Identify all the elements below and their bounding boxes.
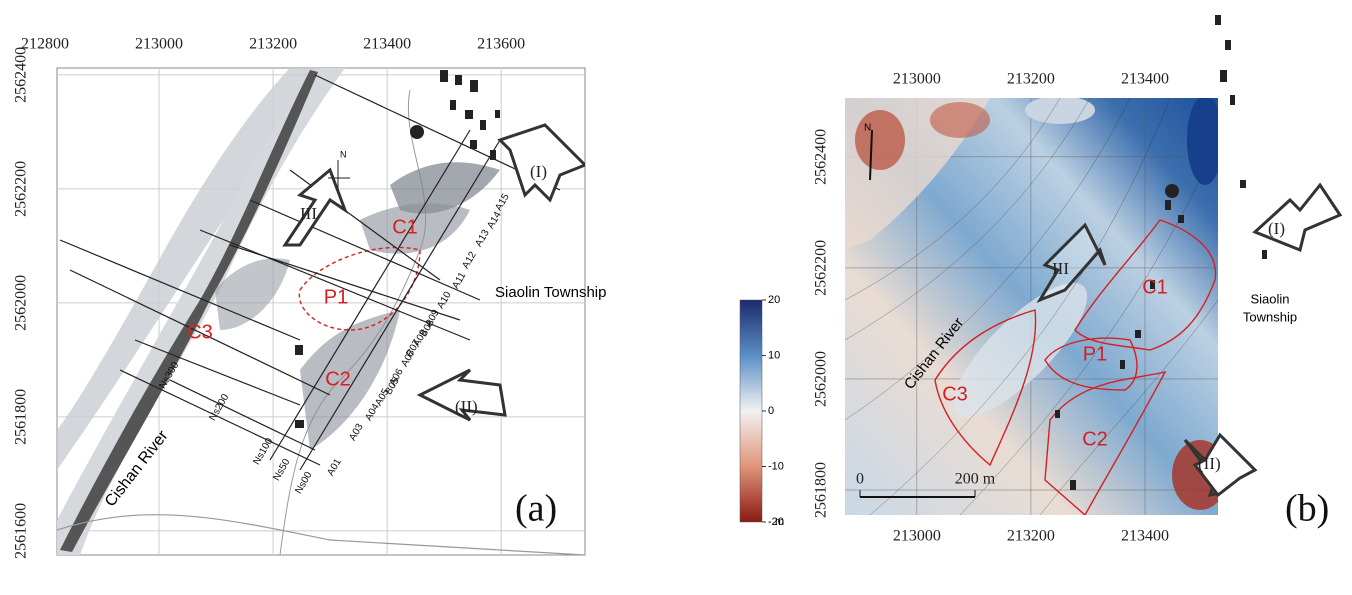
place-label: Siaolin Township xyxy=(495,284,606,301)
y-tick-label: 2562400 xyxy=(13,47,30,103)
y-tick-label: 2561800 xyxy=(813,462,830,518)
colorbar-tick-label: 20 xyxy=(768,294,780,306)
panel-a: (I) (II) III N C1 C2 C3 P1 Siaolin Towns… xyxy=(56,67,606,556)
x-tick-label: 213200 xyxy=(1007,528,1055,545)
panel-label: (a) xyxy=(515,488,557,530)
y-tick-label: 2562200 xyxy=(813,240,830,296)
map-a xyxy=(57,68,585,555)
x-tick-label: 213400 xyxy=(1121,71,1169,88)
x-tick-label: 213400 xyxy=(1121,528,1169,545)
y-tick-label: 2562200 xyxy=(13,161,30,217)
arrow-label: (II) xyxy=(1198,454,1221,473)
arrow-label: III xyxy=(1052,259,1069,278)
place-label: Township xyxy=(1243,309,1297,324)
x-tick-label: 212800 xyxy=(21,36,69,53)
panel-label: (b) xyxy=(1285,488,1329,530)
map-b xyxy=(845,98,1218,515)
north-label: N xyxy=(340,149,347,159)
arrow-label: (I) xyxy=(1268,219,1285,238)
zone-label: C1 xyxy=(1142,276,1168,298)
colorbar-tick-label: 0 xyxy=(768,405,774,417)
y-tick-label: 2562000 xyxy=(813,351,830,407)
zone-label: P1 xyxy=(324,286,348,308)
panel-b: (I) (II) III N C1 C2 C3 P1 Siaolin Towns… xyxy=(739,15,1343,530)
zone-label: C3 xyxy=(187,321,213,343)
north-label: N xyxy=(864,123,871,134)
x-tick-label: 213200 xyxy=(1007,71,1055,88)
colorbar-tick-label: -10 xyxy=(768,460,784,472)
zone-label: P1 xyxy=(1083,343,1107,365)
colorbar-tick-label: 10 xyxy=(768,349,780,361)
colorbar xyxy=(739,299,763,523)
y-tick-label: 2561800 xyxy=(13,389,30,445)
place-label: Siaolin xyxy=(1250,291,1289,306)
zone-label: C2 xyxy=(325,368,351,390)
x-tick-label: 213000 xyxy=(135,36,183,53)
y-tick-label: 2561600 xyxy=(13,503,30,559)
scale-label: 0 xyxy=(856,471,864,488)
x-tick-label: 213000 xyxy=(893,528,941,545)
zone-label: C1 xyxy=(392,216,418,238)
y-tick-label: 2562400 xyxy=(813,129,830,185)
x-tick-label: 213000 xyxy=(893,71,941,88)
arrow-label: (I) xyxy=(530,162,547,181)
scale-label: 200 m xyxy=(955,471,996,488)
zone-label: C2 xyxy=(1082,428,1108,450)
y-tick-label: 2562000 xyxy=(13,275,30,331)
arrow-label: III xyxy=(300,204,317,223)
arrow-label: (II) xyxy=(455,397,478,416)
x-tick-label: 213400 xyxy=(363,36,411,53)
colorbar-unit: m xyxy=(775,516,784,528)
zone-label: C3 xyxy=(942,383,968,405)
colorbar-tick-label: -20 xyxy=(768,516,784,528)
x-tick-label: 213200 xyxy=(249,36,297,53)
x-tick-label: 213600 xyxy=(477,36,525,53)
